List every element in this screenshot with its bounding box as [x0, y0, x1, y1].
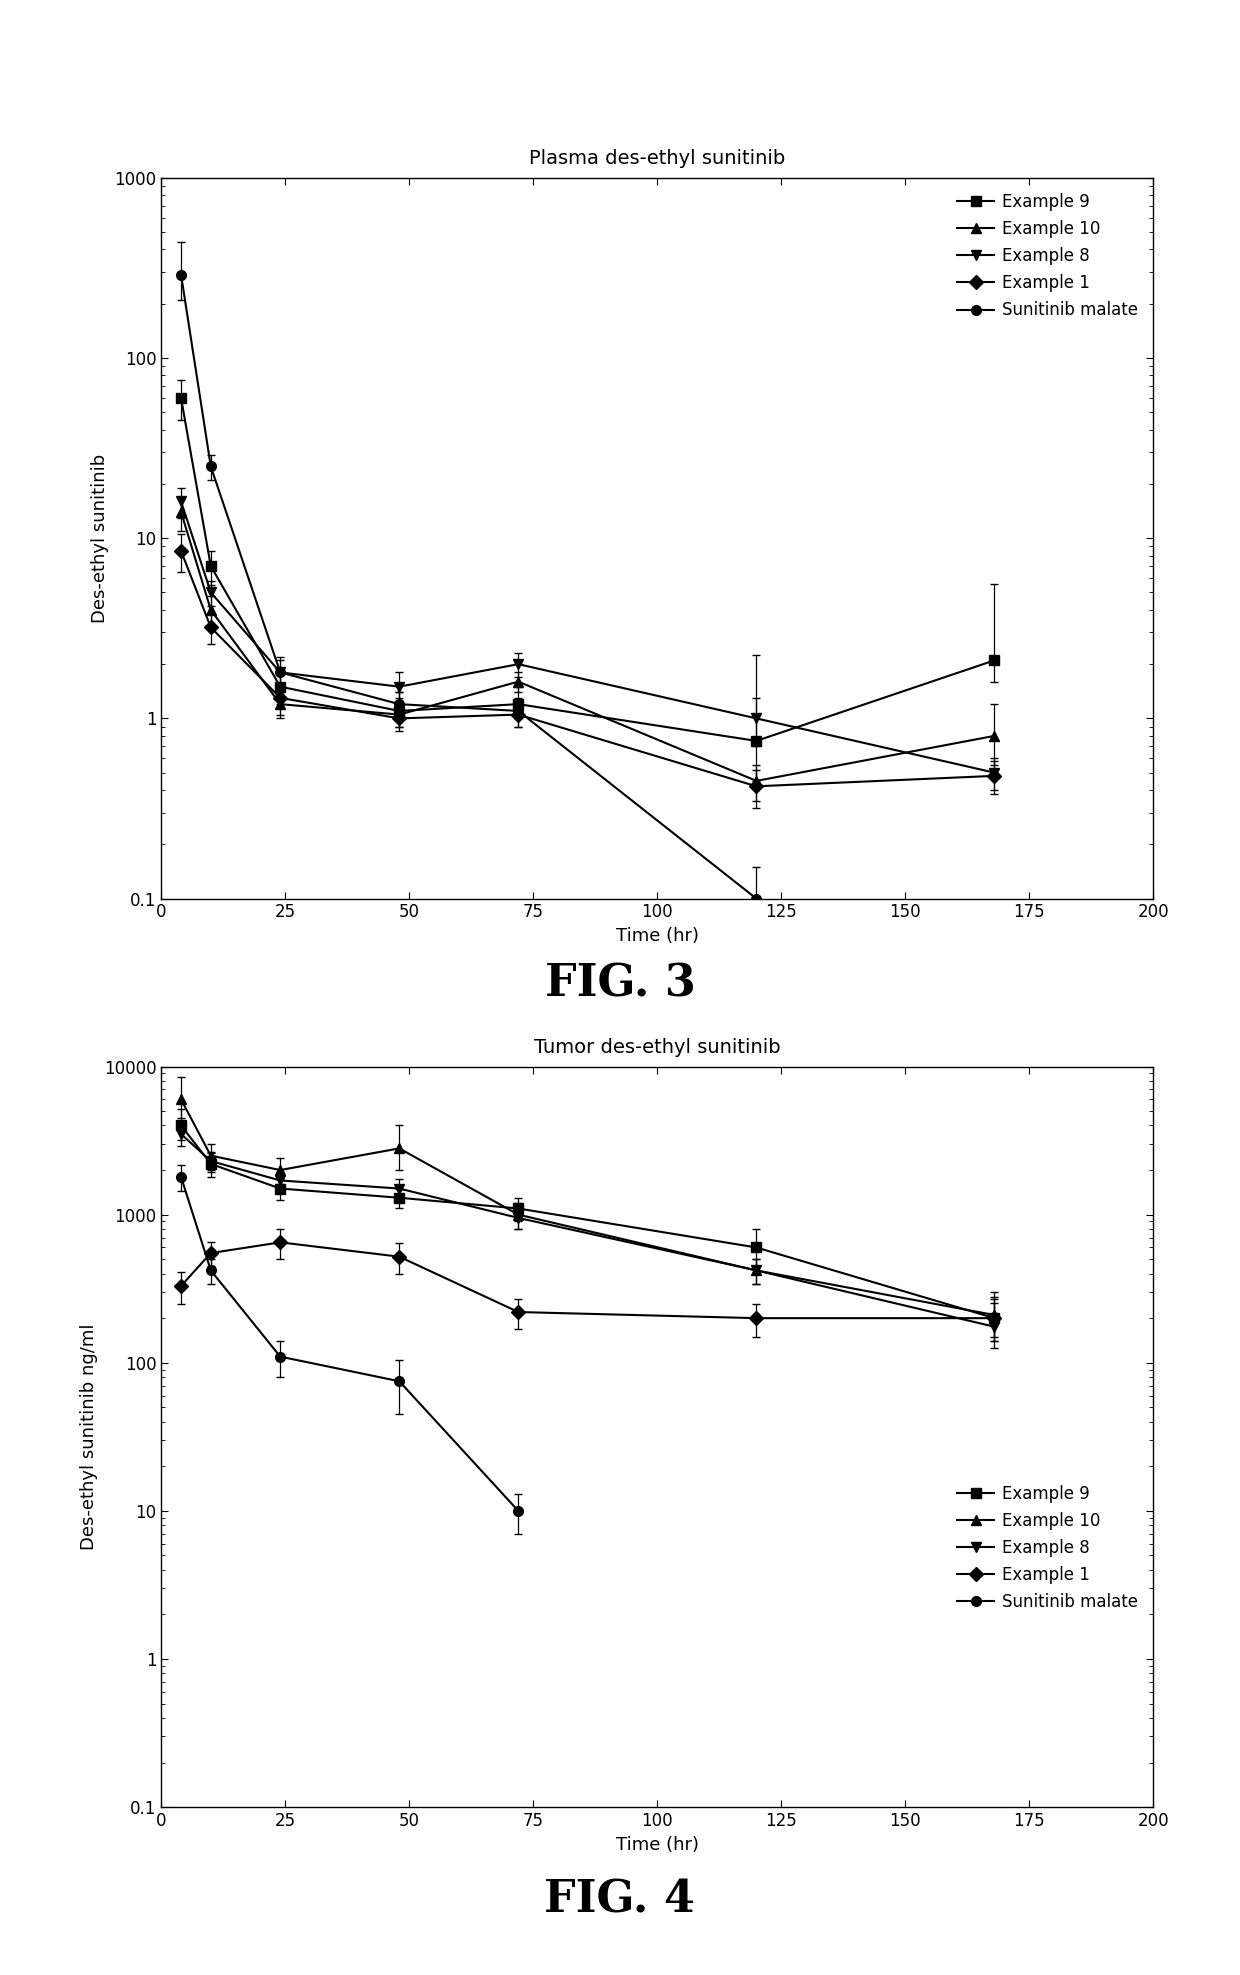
Title: Plasma des-ethyl sunitinib: Plasma des-ethyl sunitinib — [529, 148, 785, 168]
Legend: Example 9, Example 10, Example 8, Example 1, Sunitinib malate: Example 9, Example 10, Example 8, Exampl… — [951, 186, 1145, 326]
Legend: Example 9, Example 10, Example 8, Example 1, Sunitinib malate: Example 9, Example 10, Example 8, Exampl… — [951, 1477, 1145, 1618]
Title: Tumor des-ethyl sunitinib: Tumor des-ethyl sunitinib — [534, 1037, 780, 1057]
Y-axis label: Des-ethyl sunitinib ng/ml: Des-ethyl sunitinib ng/ml — [81, 1323, 98, 1550]
Text: FIG. 4: FIG. 4 — [544, 1878, 696, 1922]
X-axis label: Time (hr): Time (hr) — [616, 1835, 698, 1855]
Y-axis label: Des-ethyl sunitinib: Des-ethyl sunitinib — [91, 454, 109, 622]
X-axis label: Time (hr): Time (hr) — [616, 926, 698, 946]
Text: FIG. 3: FIG. 3 — [544, 962, 696, 1005]
